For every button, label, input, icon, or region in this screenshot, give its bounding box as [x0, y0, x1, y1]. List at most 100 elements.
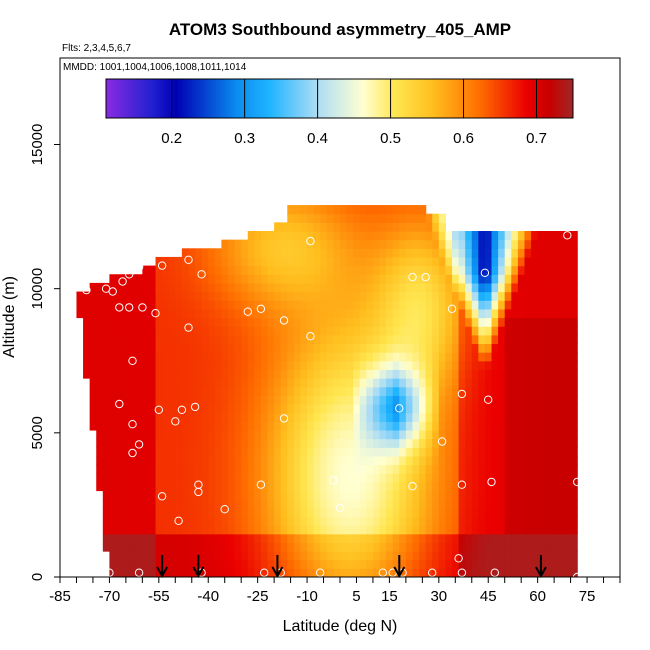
heatmap-cell — [511, 473, 519, 483]
heatmap-cell — [544, 378, 552, 388]
heatmap-cell — [517, 308, 526, 319]
heatmap-cell — [544, 300, 552, 310]
heatmap-cell — [432, 525, 440, 535]
heatmap-cell — [445, 455, 453, 466]
heatmap-cell — [379, 213, 387, 223]
heatmap-cell — [241, 239, 249, 249]
heatmap-cell — [195, 265, 203, 275]
heatmap-cell — [201, 438, 209, 448]
heatmap-cell — [471, 317, 479, 327]
heatmap-cell — [148, 369, 157, 379]
heatmap-cell — [550, 438, 559, 448]
heatmap-cell — [287, 378, 295, 388]
heatmap-cell — [550, 378, 559, 388]
heatmap-cell — [359, 378, 367, 388]
heatmap-cell — [458, 412, 466, 422]
heatmap-cell — [333, 412, 341, 422]
heatmap-cell — [274, 542, 282, 552]
heatmap-cell — [504, 378, 512, 388]
heatmap-cell — [280, 421, 288, 431]
heatmap-cell — [438, 231, 447, 241]
heatmap-cell — [419, 542, 427, 552]
heatmap-cell — [247, 386, 255, 396]
heatmap-cell — [537, 308, 545, 319]
heatmap-cell — [195, 516, 203, 526]
heatmap-cell — [89, 282, 97, 293]
heatmap-cell — [181, 395, 190, 405]
heatmap-cell — [320, 473, 328, 483]
heatmap-cell — [353, 352, 361, 362]
heatmap-cell — [326, 317, 335, 327]
heatmap-cell — [280, 256, 288, 267]
heatmap-cell — [214, 499, 223, 509]
heatmap-cell — [254, 352, 262, 362]
heatmap-cell — [116, 360, 124, 370]
heatmap-cell — [524, 542, 532, 552]
heatmap-cell — [300, 265, 308, 275]
heatmap-cell — [570, 265, 578, 275]
heatmap-cell — [452, 308, 460, 319]
heatmap-cell — [254, 300, 262, 310]
heatmap-cell — [195, 533, 203, 543]
heatmap-cell — [379, 265, 387, 275]
heatmap-cell — [96, 291, 104, 301]
heatmap-cell — [221, 386, 229, 396]
heatmap-cell — [181, 300, 190, 310]
heatmap-cell — [333, 282, 341, 293]
heatmap-cell — [300, 334, 308, 345]
heatmap-cell — [405, 378, 414, 388]
heatmap-cell — [326, 481, 335, 492]
heatmap-cell — [484, 334, 493, 345]
heatmap-cell — [478, 429, 486, 440]
heatmap-cell — [135, 481, 143, 492]
heatmap-cell — [122, 334, 130, 345]
heatmap-cell — [392, 282, 400, 293]
heatmap-cell — [471, 481, 479, 492]
heatmap-cell — [557, 499, 565, 509]
heatmap-cell — [346, 248, 354, 258]
heatmap-cell — [498, 317, 506, 327]
heatmap-cell — [465, 386, 473, 396]
heatmap-cell — [340, 490, 348, 500]
heatmap-cell — [280, 274, 288, 284]
heatmap-cell — [234, 282, 242, 293]
heatmap-cell — [280, 525, 288, 535]
heatmap-cell — [333, 568, 341, 577]
heatmap-cell — [425, 516, 433, 526]
heatmap-cell — [478, 481, 486, 492]
heatmap-cell — [504, 412, 512, 422]
heatmap-cell — [122, 542, 130, 552]
heatmap-cell — [465, 429, 473, 440]
heatmap-cell — [524, 395, 532, 405]
heatmap-cell — [254, 499, 262, 509]
heatmap-cell — [504, 248, 512, 258]
heatmap-cell — [175, 447, 183, 457]
heatmap-cell — [102, 455, 111, 466]
heatmap-cell — [201, 248, 209, 258]
heatmap-cell — [175, 438, 183, 448]
heatmap-cell — [96, 282, 104, 293]
heatmap-cell — [155, 326, 163, 336]
heatmap-cell — [162, 386, 170, 396]
heatmap-cell — [333, 369, 341, 379]
heatmap-cell — [148, 317, 157, 327]
heatmap-cell — [458, 308, 466, 319]
heatmap-cell — [346, 205, 354, 215]
heatmap-cell — [234, 404, 242, 414]
heatmap-cell — [267, 568, 275, 577]
heatmap-cell — [484, 256, 493, 267]
heatmap-cell — [445, 300, 453, 310]
heatmap-cell — [214, 525, 223, 535]
heatmap-cell — [564, 421, 572, 431]
heatmap-cell — [287, 455, 295, 466]
heatmap-cell — [148, 291, 157, 301]
heatmap-cell — [425, 499, 433, 509]
heatmap-cell — [399, 291, 407, 301]
heatmap-cell — [274, 265, 282, 275]
heatmap-cell — [372, 395, 381, 405]
heatmap-cell — [432, 404, 440, 414]
heatmap-cell — [504, 334, 512, 345]
heatmap-cell — [241, 378, 249, 388]
heatmap-cell — [511, 231, 519, 241]
heatmap-cell — [109, 490, 117, 500]
